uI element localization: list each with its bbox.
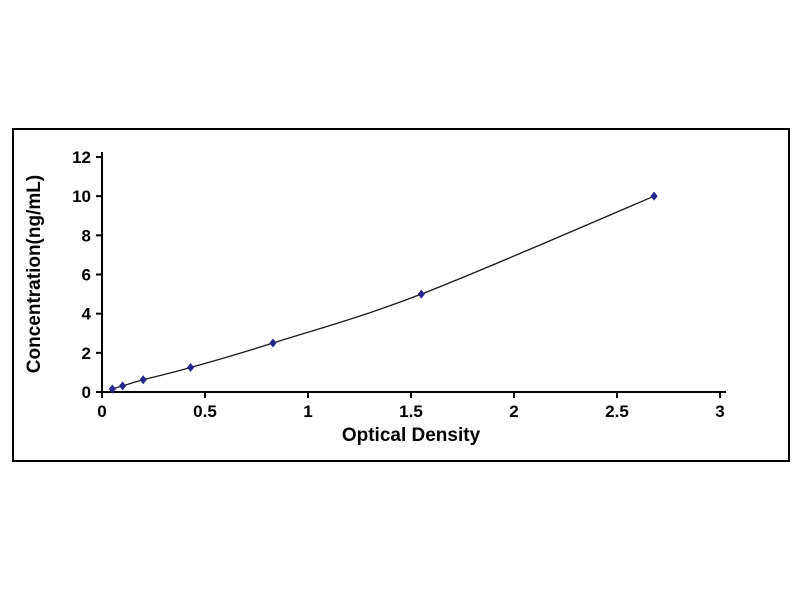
y-tick-label: 10 xyxy=(72,187,91,206)
plot-area: 0 0.5 1 1.5 2 2.5 3 0 2 4 6 8 10 12 xyxy=(72,148,726,421)
x-tick-label: 1 xyxy=(303,402,312,421)
x-axis-label: Optical Density xyxy=(341,425,481,446)
data-point-marker xyxy=(650,191,658,201)
data-point-marker xyxy=(108,384,116,394)
x-tick-label: 0.5 xyxy=(193,402,217,421)
y-axis-label: Concentration(ng/mL) xyxy=(24,174,45,374)
standard-curve-line xyxy=(112,195,655,390)
x-tick-label: 3 xyxy=(715,402,724,421)
y-tick-label: 4 xyxy=(82,305,92,324)
chart-frame: 0 0.5 1 1.5 2 2.5 3 0 2 4 6 8 10 12 Concentration(ng/… xyxy=(12,128,790,462)
data-point-marker xyxy=(139,375,147,385)
x-tick-label: 2 xyxy=(509,402,518,421)
y-tick-label: 12 xyxy=(72,148,91,167)
data-point-marker xyxy=(186,363,195,373)
y-tick-label: 0 xyxy=(82,383,91,402)
y-tick-label: 6 xyxy=(82,266,91,285)
x-tick-label: 2.5 xyxy=(605,402,629,421)
x-tick-label: 1.5 xyxy=(399,402,423,421)
data-point-marker xyxy=(119,381,127,391)
data-point-marker xyxy=(269,338,277,348)
x-tick-label: 0 xyxy=(97,402,106,421)
y-tick-label: 8 xyxy=(82,226,91,245)
y-tick-label: 2 xyxy=(82,344,91,363)
data-point-marker xyxy=(417,289,425,299)
